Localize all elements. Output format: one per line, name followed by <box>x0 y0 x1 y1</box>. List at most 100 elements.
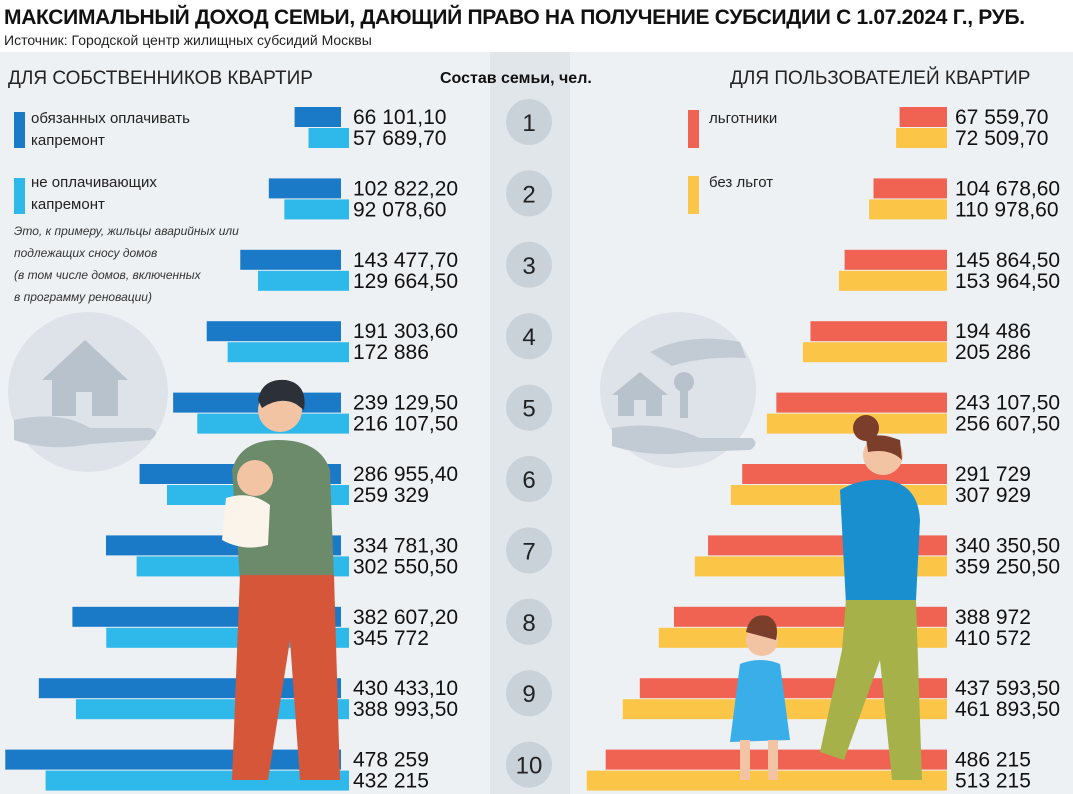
category-circle-5 <box>506 384 552 431</box>
bar-owners-capital-3 <box>240 249 341 270</box>
value-label-users-benefit-8: 388 972 <box>955 606 1031 629</box>
category-circle-3 <box>506 241 552 288</box>
category-circle-10 <box>506 741 552 788</box>
value-label-users-no-benefit-1: 72 509,70 <box>955 127 1048 150</box>
value-label-owners-capital-2: 102 822,20 <box>353 177 458 200</box>
value-label-users-no-benefit-3: 153 964,50 <box>955 270 1060 293</box>
legend-swatch-capital <box>14 112 25 148</box>
value-label-owners-capital-5: 239 129,50 <box>353 392 458 415</box>
value-label-users-benefit-2: 104 678,60 <box>955 177 1060 200</box>
category-label-10: 10 <box>516 753 543 780</box>
legend-swatch-no-benefit <box>688 176 699 214</box>
category-circle-6 <box>506 456 552 502</box>
legend-label-benefit: льготники <box>709 110 778 127</box>
right-section-heading: ДЛЯ ПОЛЬЗОВАТЕЛЕЙ КВАРТИР <box>730 68 1031 89</box>
value-label-owners-no-capital-8: 345 772 <box>353 627 429 650</box>
value-label-owners-no-capital-1: 57 689,70 <box>353 127 446 150</box>
category-label-3: 3 <box>522 253 535 280</box>
bar-users-no-benefit-2 <box>869 199 947 220</box>
bar-users-no-benefit-4 <box>802 342 947 363</box>
value-label-owners-capital-8: 382 607,20 <box>353 606 458 629</box>
category-label-6: 6 <box>522 467 535 494</box>
source-note: Источник: Городской центр жилищных субси… <box>4 32 372 48</box>
value-label-users-no-benefit-7: 359 250,50 <box>955 555 1060 578</box>
house-hand-icon <box>8 312 168 472</box>
value-label-owners-no-capital-2: 92 078,60 <box>353 198 446 221</box>
value-label-users-benefit-5: 243 107,50 <box>955 392 1060 415</box>
left-section-heading: ДЛЯ СОБСТВЕННИКОВ КВАРТИР <box>8 68 313 89</box>
value-label-owners-capital-6: 286 955,40 <box>353 463 458 486</box>
value-label-users-no-benefit-8: 410 572 <box>955 627 1031 650</box>
legend-swatch-benefit <box>688 110 699 148</box>
center-heading: Состав семьи, чел. <box>440 70 592 87</box>
bar-users-benefit-5 <box>776 392 947 413</box>
value-label-owners-capital-3: 143 477,70 <box>353 249 458 272</box>
mother-daughter-illustration <box>730 415 922 780</box>
value-label-users-benefit-3: 145 864,50 <box>955 249 1060 272</box>
bar-owners-capital-1 <box>294 107 341 127</box>
value-label-owners-no-capital-4: 172 886 <box>353 341 429 364</box>
category-label-9: 9 <box>522 681 535 708</box>
bar-owners-capital-5 <box>173 392 341 413</box>
value-label-owners-capital-10: 478 259 <box>353 749 429 772</box>
legend-label-no-benefit: без льгот <box>709 174 774 191</box>
bar-users-no-benefit-1 <box>896 128 947 148</box>
value-label-owners-no-capital-6: 259 329 <box>353 484 429 507</box>
value-label-owners-no-capital-5: 216 107,50 <box>353 413 458 436</box>
bar-users-no-benefit-10 <box>586 770 947 791</box>
value-label-owners-capital-1: 66 101,10 <box>353 106 446 129</box>
legend-label-no-capital: не оплачивающих капремонт <box>31 174 157 213</box>
bar-owners-no-capital-10 <box>45 770 349 791</box>
value-label-owners-no-capital-3: 129 664,50 <box>353 270 458 293</box>
bar-owners-no-capital-1 <box>308 128 349 148</box>
legend-footnote: Это, к примеру, жильцы аварийных или под… <box>14 224 239 304</box>
value-label-users-no-benefit-9: 461 893,50 <box>955 698 1060 721</box>
value-label-users-benefit-1: 67 559,70 <box>955 106 1048 129</box>
value-label-users-benefit-10: 486 215 <box>955 749 1031 772</box>
category-label-1: 1 <box>522 110 535 137</box>
category-circle-7 <box>506 527 552 574</box>
father-illustration <box>222 379 340 780</box>
value-label-users-no-benefit-10: 513 215 <box>955 770 1031 793</box>
value-label-users-no-benefit-5: 256 607,50 <box>955 413 1060 436</box>
legend-swatch-no-capital <box>14 178 25 214</box>
value-label-owners-no-capital-7: 302 550,50 <box>353 555 458 578</box>
bar-users-benefit-6 <box>742 464 947 484</box>
category-label-7: 7 <box>522 538 535 565</box>
category-circle-9 <box>506 670 552 717</box>
bar-owners-no-capital-4 <box>227 342 349 363</box>
bar-owners-capital-2 <box>268 178 341 199</box>
category-circle-1 <box>506 99 552 145</box>
value-label-owners-no-capital-10: 432 215 <box>353 770 429 793</box>
legend-label-capital: обязанных оплачивать капремонт <box>31 110 190 149</box>
value-label-users-benefit-7: 340 350,50 <box>955 534 1060 557</box>
value-label-owners-capital-9: 430 433,10 <box>353 677 458 700</box>
bar-owners-capital-4 <box>206 321 341 342</box>
bar-users-benefit-2 <box>873 178 947 199</box>
bar-owners-capital-10 <box>5 749 342 770</box>
category-label-4: 4 <box>522 324 535 351</box>
house-key-icon <box>600 312 756 468</box>
value-label-owners-capital-4: 191 303,60 <box>353 320 458 343</box>
category-circle-8 <box>506 598 552 645</box>
bar-users-benefit-1 <box>899 107 947 127</box>
category-circle-4 <box>506 313 552 360</box>
value-label-users-no-benefit-2: 110 978,60 <box>955 198 1059 221</box>
category-circle-2 <box>506 170 552 217</box>
value-label-users-no-benefit-6: 307 929 <box>955 484 1031 507</box>
bar-owners-no-capital-3 <box>257 270 349 291</box>
value-label-owners-capital-7: 334 781,30 <box>353 534 458 557</box>
bar-users-benefit-4 <box>810 321 947 342</box>
chart-title: МАКСИМАЛЬНЫЙ ДОХОД СЕМЬИ, ДАЮЩИЙ ПРАВО Н… <box>4 6 1025 29</box>
category-label-5: 5 <box>522 396 535 423</box>
bar-owners-no-capital-2 <box>284 199 349 220</box>
value-label-owners-no-capital-9: 388 993,50 <box>353 698 458 721</box>
bar-owners-no-capital-9 <box>75 699 349 720</box>
bar-users-benefit-3 <box>844 249 947 270</box>
value-label-users-benefit-4: 194 486 <box>955 320 1031 343</box>
value-label-users-benefit-9: 437 593,50 <box>955 677 1060 700</box>
category-label-8: 8 <box>522 610 535 637</box>
category-label-2: 2 <box>522 181 535 208</box>
value-label-users-benefit-6: 291 729 <box>955 463 1031 486</box>
